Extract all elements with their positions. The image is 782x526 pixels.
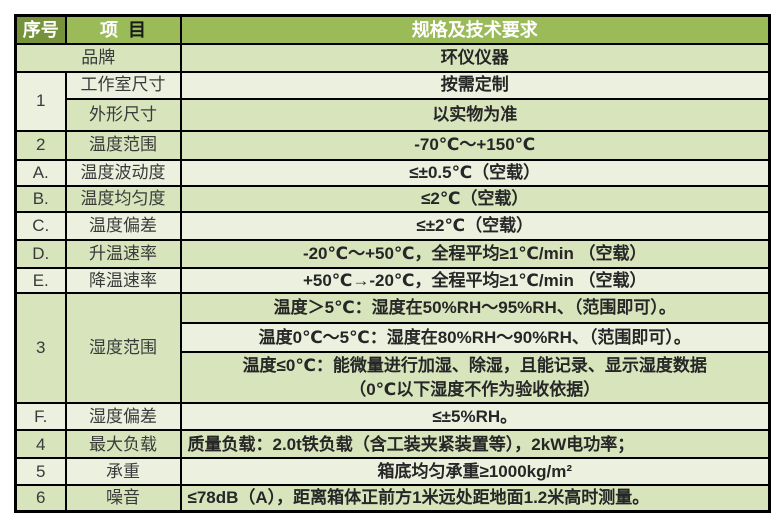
item-cell-temp-fluctuation: 温度波动度 xyxy=(64,158,182,187)
value-cell-humidity-above-5c: 温度＞5℃：湿度在50%RH～95%RH、（范围即可）。 xyxy=(179,291,771,324)
header-item-char-1: 项 xyxy=(100,19,119,40)
value-cell-temp-deviation: ≤±2℃（空载） xyxy=(179,210,771,241)
table-row-heating-rate: D. 升温速率 -20℃～+50℃，全程平均≥1℃/min （空载） xyxy=(14,238,771,269)
serial-cell-a: A. xyxy=(14,158,67,187)
item-cell-chamber-size: 工作室尺寸 xyxy=(64,70,182,100)
table-row-humidity-range-2: 温度0℃～5℃：湿度在80%RH～90%RH、（范围即可）。 xyxy=(16,321,771,353)
serial-cell-2: 2 xyxy=(14,129,67,161)
value-cell-temp-uniformity: ≤2℃（空载） xyxy=(179,184,771,213)
table-row-temp-range: 2 温度范围 -70℃～+150℃ xyxy=(14,129,771,161)
item-cell-cooling-rate: 降温速率 xyxy=(64,266,182,294)
table-row-temp-fluctuation: A. 温度波动度 ≤±0.5℃（空载） xyxy=(14,158,771,187)
table-row-humidity-range-1: 3 湿度范围 温度＞5℃：湿度在50%RH～95%RH、（范围即可）。 xyxy=(14,291,771,405)
table-row-brand: 品牌 环仪仪器 xyxy=(14,42,771,73)
item-cell-noise: 噪音 xyxy=(64,484,182,513)
item-cell-temp-range: 温度范围 xyxy=(64,129,182,161)
table-row-max-load: 4 最大负载 质量负载：2.0t铁负载（含工装夹紧装置等），2kW电功率； xyxy=(14,429,771,460)
item-cell-temp-deviation: 温度偏差 xyxy=(64,210,182,241)
serial-cell-b: B. xyxy=(14,184,67,213)
value-cell-external-size: 以实物为准 xyxy=(179,97,771,132)
table-row-humidity-range-3: 温度≤0℃：能微量进行加湿、除湿，且能记录、显示湿度数据 （0℃以下湿度不作为验… xyxy=(16,350,771,405)
serial-cell-6: 6 xyxy=(14,484,67,513)
serial-cell-4: 4 xyxy=(14,429,67,460)
item-cell-bearing-capacity: 承重 xyxy=(64,457,182,487)
value-cell-heating-rate: -20℃～+50℃，全程平均≥1℃/min （空载） xyxy=(179,238,771,269)
header-spec-requirements: 规格及技术要求 xyxy=(179,14,771,45)
value-cell-humidity-deviation: ≤±5%RH。 xyxy=(179,402,771,432)
item-cell-max-load: 最大负载 xyxy=(64,429,182,460)
serial-cell-3: 3 xyxy=(14,291,67,405)
table-row-chamber-size: 1 工作室尺寸 按需定制 xyxy=(14,70,771,132)
table-row-external-size: 外形尺寸 以实物为准 xyxy=(16,97,771,132)
item-cell-humidity-deviation: 湿度偏差 xyxy=(64,402,182,432)
serial-cell-5: 5 xyxy=(14,457,67,487)
item-cell-humidity-range: 湿度范围 xyxy=(64,291,182,405)
serial-cell-e: E. xyxy=(14,266,67,294)
table-row-temp-deviation: C. 温度偏差 ≤±2℃（空载） xyxy=(14,210,771,241)
value-cell-bearing-capacity: 箱底均匀承重≥1000kg/m² xyxy=(179,457,771,487)
item-cell-external-size: 外形尺寸 xyxy=(64,97,182,132)
table-row-bearing-capacity: 5 承重 箱底均匀承重≥1000kg/m² xyxy=(14,457,771,487)
item-cell-brand: 品牌 xyxy=(14,42,182,73)
serial-cell-c: C. xyxy=(14,210,67,241)
value-cell-temp-range: -70℃～+150℃ xyxy=(179,129,771,161)
value-cell-max-load: 质量负载：2.0t铁负载（含工装夹紧装置等），2kW电功率； xyxy=(179,429,771,460)
table-row-cooling-rate: E. 降温速率 +50℃→-20℃，全程平均≥1℃/min （空载） xyxy=(14,266,771,294)
value-cell-humidity-0-to-5c: 温度0℃～5℃：湿度在80%RH～90%RH、（范围即可）。 xyxy=(179,321,771,353)
header-item-char-2: 目 xyxy=(127,19,146,40)
value-cell-cooling-rate: +50℃→-20℃，全程平均≥1℃/min （空载） xyxy=(179,266,771,294)
serial-cell-f: F. xyxy=(14,402,67,432)
table-row-humidity-deviation: F. 湿度偏差 ≤±5%RH。 xyxy=(14,402,771,432)
value-cell-temp-fluctuation: ≤±0.5℃（空载） xyxy=(179,158,771,187)
value-cell-brand: 环仪仪器 xyxy=(179,42,771,73)
item-cell-heating-rate: 升温速率 xyxy=(64,238,182,269)
value-cell-chamber-size: 按需定制 xyxy=(179,70,771,100)
value-cell-noise: ≤78dB（A），距离箱体正前方1米远处距地面1.2米高时测量。 xyxy=(179,484,771,513)
table-row-noise: 6 噪音 ≤78dB（A），距离箱体正前方1米远处距地面1.2米高时测量。 xyxy=(14,484,771,513)
spec-table: 序号 项目 规格及技术要求 品牌 环仪仪器 1 工作室尺寸 按需定制 外形尺寸 … xyxy=(14,14,771,513)
item-cell-temp-uniformity: 温度均匀度 xyxy=(64,184,182,213)
table-row-temp-uniformity: B. 温度均匀度 ≤2℃（空载） xyxy=(14,184,771,213)
value-cell-humidity-below-0c: 温度≤0℃：能微量进行加湿、除湿，且能记录、显示湿度数据 （0℃以下湿度不作为验… xyxy=(179,350,771,405)
header-item: 项目 xyxy=(64,14,182,45)
serial-cell-group-1: 1 xyxy=(14,70,67,132)
header-serial-number: 序号 xyxy=(14,14,67,45)
serial-cell-d: D. xyxy=(14,238,67,269)
table-header-row: 序号 项目 规格及技术要求 xyxy=(14,14,771,45)
